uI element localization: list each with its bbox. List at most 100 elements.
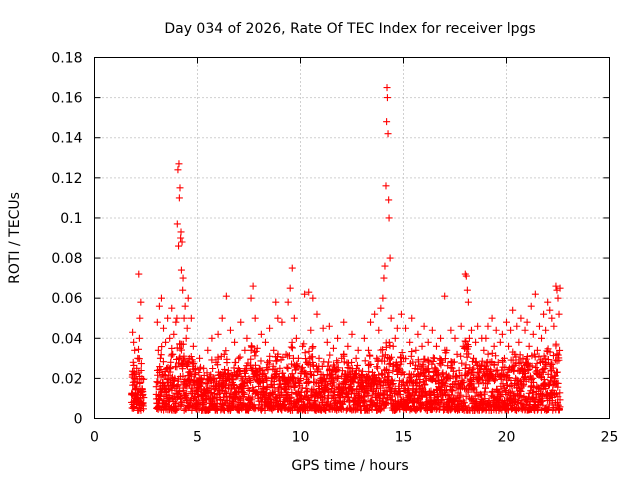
data-point <box>257 330 265 338</box>
data-point <box>390 362 398 370</box>
data-point <box>268 374 276 382</box>
data-point <box>259 378 267 386</box>
data-point <box>290 374 298 382</box>
data-point <box>248 343 256 351</box>
data-point <box>412 361 420 369</box>
data-point <box>163 364 171 372</box>
data-point <box>272 298 280 306</box>
data-point <box>364 346 372 354</box>
data-point <box>182 334 190 342</box>
data-point <box>424 338 432 346</box>
data-point <box>407 392 415 400</box>
data-point <box>189 342 197 350</box>
data-point <box>415 358 423 366</box>
data-point <box>553 368 561 376</box>
data-point <box>321 386 329 394</box>
data-point <box>533 359 541 367</box>
data-point <box>408 377 416 385</box>
data-point <box>219 405 227 413</box>
data-point <box>311 378 319 386</box>
data-point <box>310 371 318 379</box>
data-point <box>160 324 168 332</box>
data-point <box>549 364 557 372</box>
data-point <box>208 356 216 364</box>
data-point <box>451 334 459 342</box>
data-point <box>139 390 147 398</box>
data-point <box>330 382 338 390</box>
data-point <box>134 394 142 402</box>
data-point <box>299 342 307 350</box>
data-point <box>358 370 366 378</box>
data-point <box>174 166 182 174</box>
data-point <box>202 380 210 388</box>
data-point <box>253 344 261 352</box>
data-point <box>287 343 295 351</box>
data-point <box>198 378 206 386</box>
data-point <box>165 371 173 379</box>
data-point <box>218 314 226 322</box>
data-point <box>266 324 274 332</box>
data-point <box>447 386 455 393</box>
data-point <box>324 380 332 388</box>
data-point <box>552 282 560 290</box>
data-point <box>546 306 554 314</box>
data-point <box>385 338 393 346</box>
data-point <box>249 282 257 290</box>
data-point <box>492 352 500 360</box>
data-point <box>487 368 495 376</box>
data-point <box>463 353 471 361</box>
data-point <box>517 314 525 322</box>
data-point <box>379 346 387 354</box>
data-point <box>465 350 473 358</box>
data-point <box>523 353 531 361</box>
data-point <box>472 338 480 346</box>
data-point <box>481 388 489 396</box>
data-point <box>171 374 179 382</box>
data-point <box>257 357 265 365</box>
data-point <box>306 370 314 378</box>
data-point <box>499 380 507 388</box>
data-point <box>288 264 296 272</box>
data-point <box>239 382 247 390</box>
data-point <box>468 366 476 374</box>
tick-layer: 0 5 10 15 20 25 0 0.02 0.04 0.06 0.08 0.1 0.12 0.14 0.… <box>51 51 618 446</box>
data-point <box>418 392 426 400</box>
data-point <box>133 364 141 372</box>
data-point <box>175 194 183 202</box>
data-point <box>226 326 234 334</box>
data-point <box>529 394 537 402</box>
data-point <box>292 334 300 342</box>
data-point <box>503 318 510 326</box>
data-point <box>204 346 212 354</box>
data-point <box>168 304 176 312</box>
data-point <box>524 366 532 374</box>
data-point <box>285 352 293 360</box>
data-point <box>184 359 192 367</box>
data-point <box>301 290 309 298</box>
x-tick-label: 5 <box>193 430 202 446</box>
data-point <box>274 350 282 358</box>
data-point <box>309 294 317 302</box>
data-point <box>447 363 455 371</box>
data-point <box>377 304 385 312</box>
data-point <box>541 365 549 373</box>
data-point <box>278 318 286 326</box>
data-point <box>535 322 543 330</box>
y-tick-label: 0.02 <box>51 371 82 387</box>
data-point <box>305 288 313 296</box>
data-point <box>301 392 309 400</box>
data-point <box>371 310 379 318</box>
y-tick-label: 0.06 <box>51 291 82 307</box>
data-point <box>251 361 259 369</box>
data-point <box>465 334 473 342</box>
data-point <box>382 182 390 190</box>
data-point <box>384 395 392 403</box>
data-point <box>173 314 181 322</box>
data-point <box>154 346 162 354</box>
data-point <box>313 310 321 318</box>
data-point <box>366 352 374 360</box>
data-point <box>176 353 184 361</box>
data-point <box>523 318 531 326</box>
data-point <box>264 366 272 374</box>
data-point <box>290 384 298 392</box>
